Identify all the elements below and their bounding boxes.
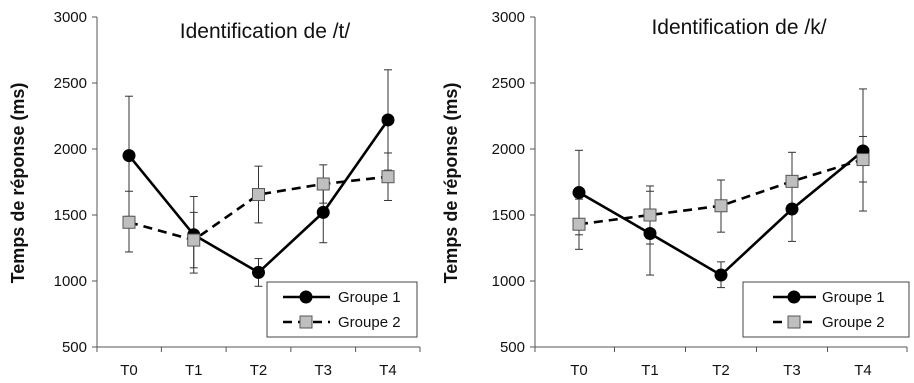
y-tick-label: 1500	[54, 207, 87, 224]
legend-marker-groupe-1	[787, 290, 801, 304]
y-tick-label: 500	[500, 339, 525, 356]
y-tick-label: 2000	[54, 141, 87, 158]
data-point-groupe-2	[187, 233, 201, 247]
data-point-groupe-1	[572, 186, 586, 200]
data-point-groupe-2	[572, 217, 586, 231]
series-line-groupe-2	[128, 175, 389, 242]
x-tick-label: T3	[783, 362, 801, 379]
legend-marker-groupe-1	[299, 290, 313, 304]
data-point-groupe-2	[316, 177, 330, 191]
x-tick-label: T0	[120, 362, 138, 379]
data-point-groupe-2	[714, 199, 728, 213]
legend-label-groupe-1: Groupe 1	[822, 289, 885, 306]
legend-label-groupe-2: Groupe 2	[822, 314, 885, 331]
chart-title: Identification de /k/	[651, 16, 826, 39]
x-tick-label: T2	[250, 362, 268, 379]
y-tick-label: 500	[62, 339, 87, 356]
x-tick-label: T1	[185, 362, 203, 379]
data-point-groupe-1	[643, 226, 657, 240]
chart-panel-k: Identification de /k/ Temps de réponse (…	[441, 9, 910, 379]
y-axis-label: Temps de réponse (ms)	[441, 83, 461, 284]
data-point-groupe-2	[252, 188, 265, 202]
legend-marker-groupe-2	[299, 315, 313, 329]
legend-box	[266, 281, 418, 338]
legend-label-groupe-2: Groupe 2	[338, 314, 401, 331]
legend-marker-groupe-2	[787, 315, 801, 329]
chart-title: Identification de /t/	[180, 20, 351, 43]
y-tick-label: 1000	[492, 273, 525, 290]
y-axis-label: Temps de réponse (ms)	[8, 83, 28, 284]
data-point-groupe-2	[643, 208, 657, 222]
data-point-groupe-2	[856, 153, 870, 167]
data-point-groupe-2	[381, 170, 395, 184]
legend-label-groupe-1: Groupe 1	[338, 289, 401, 306]
chart-panel-t: Identification de /t/ Temps de réponse (…	[8, 9, 421, 379]
x-tick-label: T2	[712, 362, 730, 379]
legend: Groupe 1 Groupe 2	[742, 281, 910, 338]
y-tick-label: 2500	[54, 75, 87, 92]
data-point-groupe-1	[714, 268, 728, 282]
data-point-groupe-1	[252, 265, 265, 279]
legend-box	[742, 281, 910, 338]
y-tick-label: 2000	[492, 141, 525, 158]
y-tick-label: 1500	[492, 207, 525, 224]
y-tick-label: 2500	[492, 75, 525, 92]
data-point-groupe-1	[122, 149, 136, 163]
data-point-groupe-1	[785, 202, 799, 216]
y-tick-label: 3000	[492, 9, 525, 26]
y-tick-label: 1000	[54, 273, 87, 290]
data-point-groupe-1	[381, 113, 395, 127]
data-point-groupe-1	[316, 205, 330, 219]
x-tick-label: T4	[379, 362, 397, 379]
x-tick-label: T4	[854, 362, 872, 379]
x-tick-label: T3	[314, 362, 332, 379]
x-tick-label: T0	[570, 362, 588, 379]
y-tick-label: 3000	[54, 9, 87, 26]
data-point-groupe-2	[122, 215, 136, 229]
data-point-groupe-2	[785, 174, 799, 188]
legend: Groupe 1 Groupe 2	[266, 281, 418, 338]
x-tick-label: T1	[641, 362, 659, 379]
